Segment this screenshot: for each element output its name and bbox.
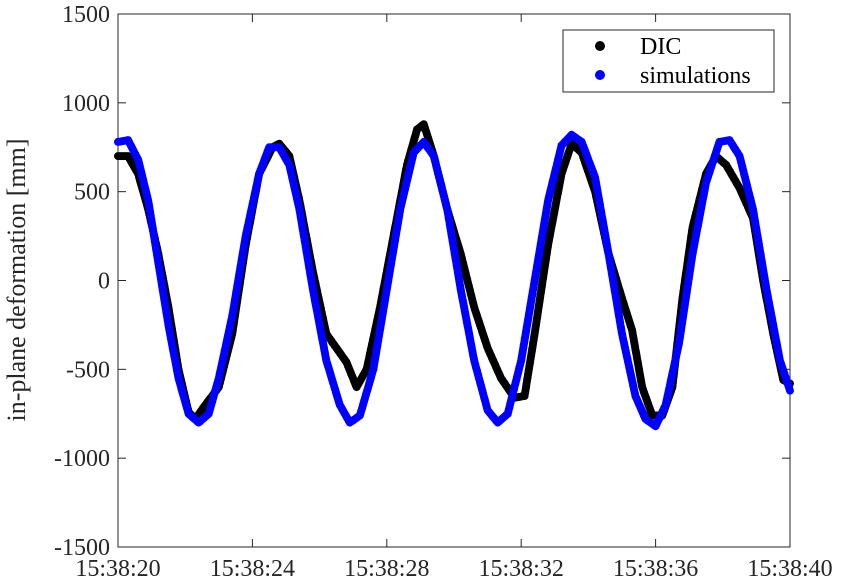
series-layer: [114, 120, 794, 431]
y-tick-label: -1500: [54, 535, 110, 561]
legend-marker-dic: [595, 41, 605, 51]
y-tick-labels: -1500 -1000 -500 0 500 1000 1500: [54, 2, 110, 561]
y-tick-label: -1000: [54, 446, 110, 472]
x-tick-label: 15:38:20: [75, 556, 160, 582]
x-tick-label: 15:38:24: [210, 556, 295, 582]
data-point: [786, 386, 794, 395]
x-tick-labels: 15:38:20 15:38:24 15:38:28 15:38:32 15:38:36…: [75, 556, 832, 582]
series-simulations: [114, 130, 794, 431]
legend-label-dic: DIC: [640, 34, 681, 60]
legend-box: [562, 29, 775, 93]
y-tick-label: -500: [66, 357, 110, 383]
axis-ticks: [117, 13, 791, 548]
legend-marker-simulations: [595, 70, 605, 80]
legend-label-simulations: simulations: [640, 63, 751, 89]
y-axis-label: in-plane deformation [mm]: [2, 138, 31, 421]
x-tick-label: 15:38:32: [479, 556, 564, 582]
legend: DIC simulations: [562, 29, 775, 93]
x-tick-label: 15:38:40: [747, 556, 832, 582]
y-tick-label: 1000: [62, 91, 110, 117]
y-tick-label: 0: [98, 269, 110, 295]
plot-frame: [117, 13, 791, 548]
y-tick-label: 500: [74, 180, 110, 206]
x-tick-label: 15:38:36: [613, 556, 698, 582]
x-tick-label: 15:38:28: [344, 556, 429, 582]
y-tick-label: 1500: [62, 2, 110, 28]
